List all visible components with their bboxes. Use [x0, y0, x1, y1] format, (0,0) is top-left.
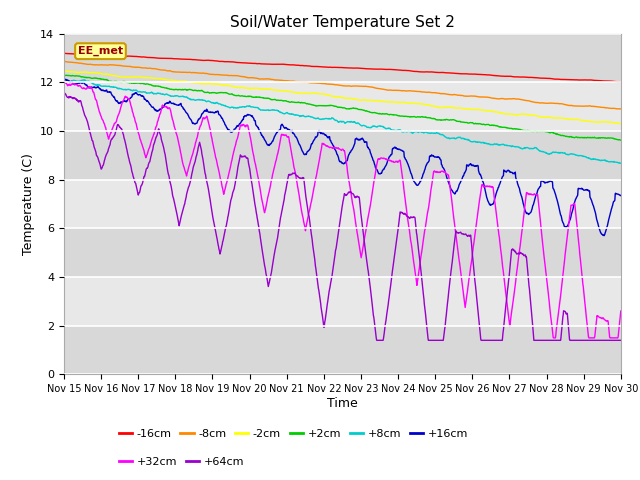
+8cm: [126, 87, 134, 93]
+8cm: [297, 113, 305, 119]
+32cm: [61, 79, 69, 85]
Line: +32cm: +32cm: [64, 82, 621, 338]
Bar: [64, 228, 621, 277]
-2cm: [377, 98, 385, 104]
-16cm: [308, 63, 316, 69]
+64cm: [617, 337, 625, 343]
+8cm: [617, 160, 625, 166]
Text: EE_met: EE_met: [78, 46, 123, 56]
-2cm: [296, 90, 304, 96]
+16cm: [308, 141, 316, 146]
-16cm: [126, 53, 134, 59]
+64cm: [308, 236, 316, 242]
Legend: +32cm, +64cm: +32cm, +64cm: [114, 452, 248, 471]
+16cm: [103, 89, 111, 95]
+64cm: [297, 175, 305, 181]
+8cm: [378, 123, 385, 129]
+16cm: [296, 143, 304, 149]
+16cm: [377, 170, 385, 176]
+64cm: [318, 312, 326, 317]
-8cm: [126, 63, 134, 69]
+2cm: [60, 73, 68, 79]
+2cm: [297, 100, 305, 106]
+64cm: [126, 161, 134, 167]
Line: +16cm: +16cm: [64, 79, 621, 236]
Line: -2cm: -2cm: [64, 71, 621, 124]
+8cm: [60, 77, 68, 83]
+8cm: [62, 77, 70, 83]
+64cm: [61, 90, 68, 96]
+32cm: [60, 80, 68, 85]
+16cm: [617, 192, 625, 198]
+32cm: [126, 99, 134, 105]
Bar: [64, 326, 621, 374]
+2cm: [62, 72, 70, 78]
-8cm: [308, 80, 316, 86]
+16cm: [126, 96, 134, 102]
Y-axis label: Temperature (C): Temperature (C): [22, 153, 35, 255]
Bar: [64, 277, 621, 326]
+32cm: [318, 141, 326, 146]
-8cm: [616, 106, 624, 112]
-2cm: [318, 91, 326, 96]
+32cm: [297, 202, 305, 208]
Title: Soil/Water Temperature Set 2: Soil/Water Temperature Set 2: [230, 15, 455, 30]
+64cm: [378, 337, 385, 343]
-16cm: [61, 50, 68, 56]
Bar: [64, 82, 621, 131]
-2cm: [103, 71, 111, 77]
+16cm: [600, 233, 608, 239]
-8cm: [60, 59, 68, 64]
-16cm: [297, 63, 305, 69]
+32cm: [617, 308, 625, 314]
-16cm: [378, 66, 385, 72]
-8cm: [617, 106, 625, 112]
Bar: [64, 34, 621, 82]
+32cm: [550, 335, 557, 341]
+64cm: [104, 149, 111, 155]
-2cm: [60, 68, 68, 73]
-16cm: [318, 64, 326, 70]
+2cm: [126, 80, 134, 85]
Line: +64cm: +64cm: [64, 93, 621, 340]
+8cm: [104, 84, 111, 89]
+2cm: [318, 103, 326, 108]
-8cm: [296, 79, 304, 84]
Bar: [64, 131, 621, 180]
Line: +2cm: +2cm: [64, 75, 621, 140]
-16cm: [104, 53, 111, 59]
-8cm: [377, 86, 385, 92]
+64cm: [373, 337, 381, 343]
+16cm: [318, 130, 326, 136]
+8cm: [318, 116, 326, 122]
+16cm: [60, 76, 68, 82]
Line: -8cm: -8cm: [64, 61, 621, 109]
+64cm: [60, 90, 68, 96]
-2cm: [126, 74, 134, 80]
-16cm: [617, 79, 625, 85]
+8cm: [308, 114, 316, 120]
-2cm: [308, 91, 316, 96]
-8cm: [103, 62, 111, 68]
-2cm: [617, 121, 625, 127]
+2cm: [308, 102, 316, 108]
+32cm: [104, 132, 111, 137]
Line: -16cm: -16cm: [64, 53, 621, 82]
Line: +8cm: +8cm: [64, 80, 621, 163]
Bar: [64, 180, 621, 228]
-16cm: [60, 50, 68, 56]
+2cm: [378, 111, 385, 117]
+32cm: [308, 194, 316, 200]
-8cm: [318, 81, 326, 86]
+2cm: [617, 137, 625, 143]
X-axis label: Time: Time: [327, 397, 358, 410]
+32cm: [378, 155, 385, 161]
+2cm: [104, 77, 111, 83]
